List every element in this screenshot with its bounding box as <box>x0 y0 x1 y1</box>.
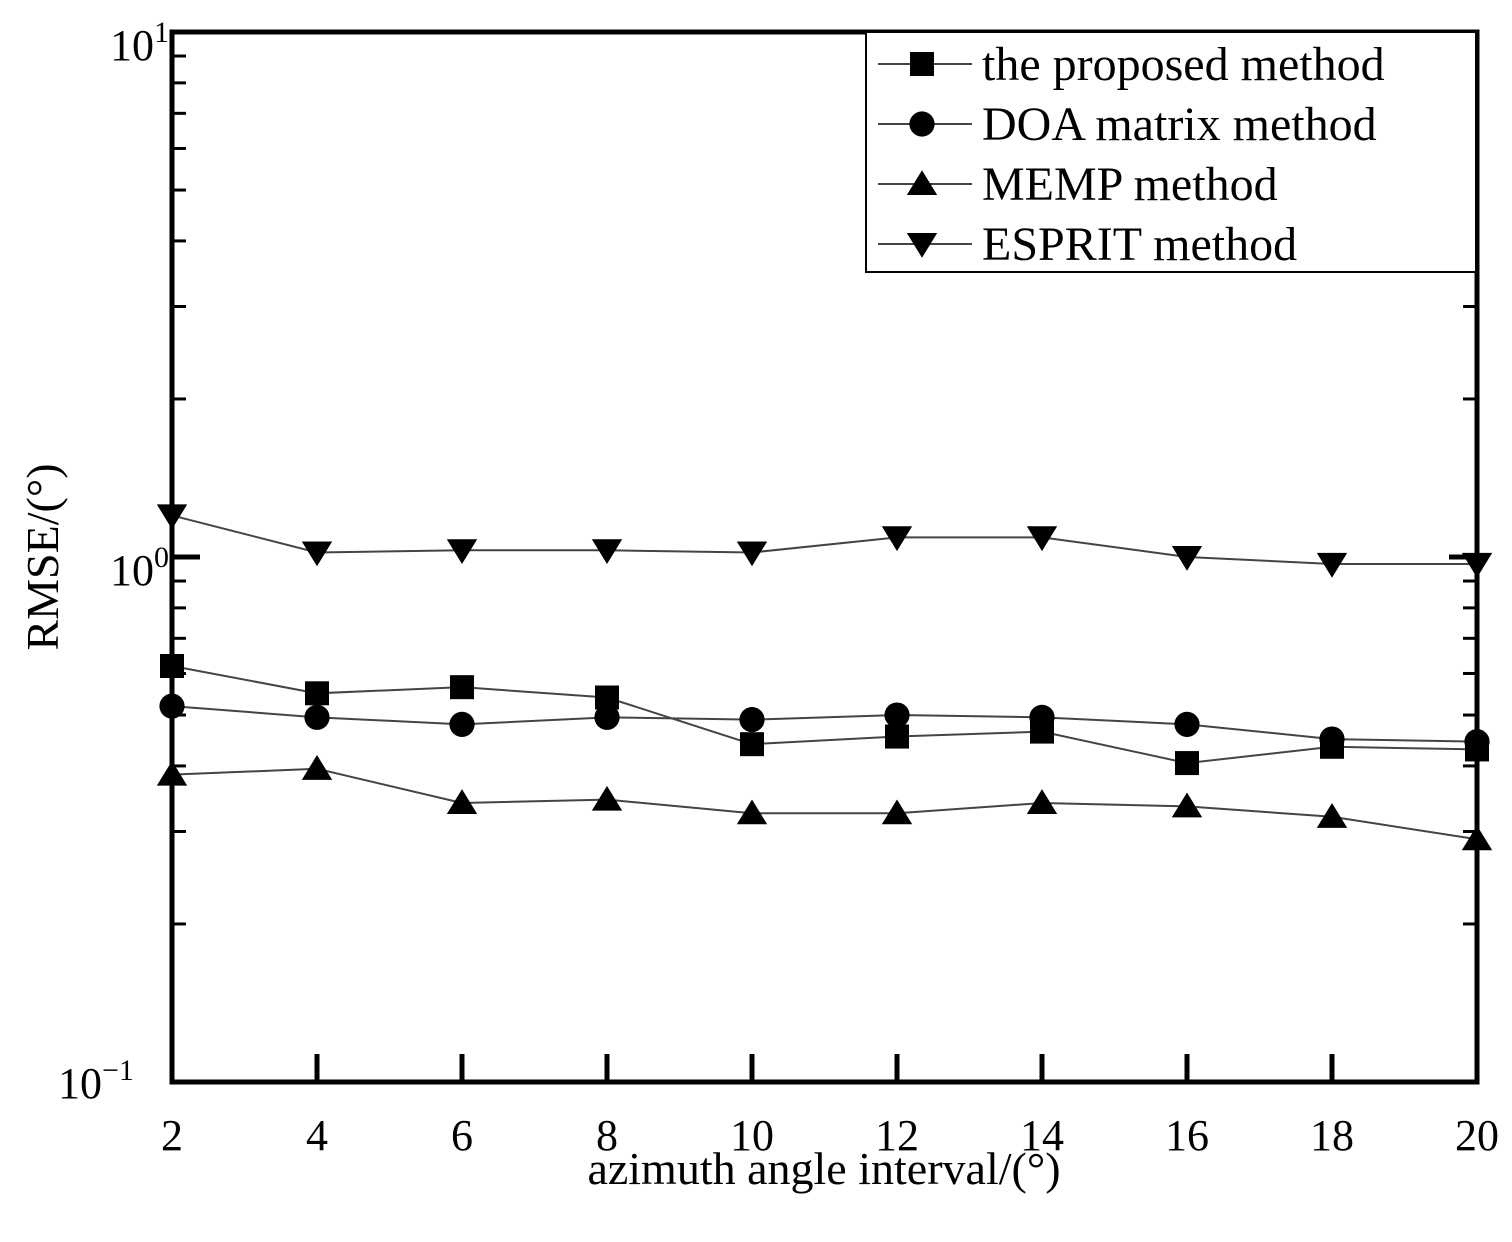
data-point-circle <box>1029 704 1055 730</box>
series-square <box>160 653 1489 776</box>
y-tick-exp: 0 <box>154 541 169 574</box>
x-tick-label: 20 <box>1455 1111 1499 1160</box>
y-tick-exp: 1 <box>154 16 169 49</box>
x-tick-label: 12 <box>875 1111 919 1160</box>
plot-frame <box>169 29 1480 1085</box>
legend-items: the proposed method DOA matrix method MEMP… <box>878 38 1385 271</box>
legend-item: ESPRIT method <box>878 218 1297 271</box>
y-axis-title: RMSE/(°) <box>17 463 68 650</box>
x-tick-label: 14 <box>1020 1111 1064 1160</box>
legend-label: DOA matrix method <box>982 98 1377 151</box>
y-tick-base: 10 <box>110 21 154 70</box>
data-point-square <box>885 724 909 749</box>
data-point-triangle-down <box>736 541 768 567</box>
y-tick-label-top: 101 <box>110 16 169 70</box>
series-circle <box>159 693 1490 755</box>
series-line <box>171 705 1478 743</box>
legend-label: MEMP method <box>982 158 1278 211</box>
series-line <box>171 514 1477 565</box>
legend-box <box>865 31 1477 273</box>
data-point-circle <box>884 702 910 728</box>
series-line <box>171 665 1478 765</box>
series-triangle-up <box>156 754 1493 851</box>
data-point-triangle-up <box>1316 802 1348 828</box>
data-point-square <box>910 52 934 76</box>
data-point-triangle-down <box>1316 552 1348 578</box>
y-tick-exp: −1 <box>102 1054 134 1087</box>
x-tick-label: 10 <box>730 1111 774 1160</box>
data-point-triangle-up <box>591 785 623 811</box>
x-tick-label: 18 <box>1310 1111 1354 1160</box>
data-point-triangle-up <box>906 170 938 196</box>
data-point-circle <box>739 707 765 733</box>
data-point-square <box>305 681 329 706</box>
data-point-triangle-down <box>1171 545 1203 571</box>
y-tick-label-mid: 100 <box>110 541 169 595</box>
x-tick-label: 2 <box>161 1111 183 1160</box>
data-point-square <box>1175 751 1199 776</box>
legend-item: the proposed method <box>878 38 1385 91</box>
data-point-circle <box>1319 726 1345 752</box>
series-layer <box>156 504 1493 851</box>
x-tick-labels: 2 4 6 8 10 12 14 16 18 20 <box>161 1111 1499 1160</box>
x-tick-label: 6 <box>451 1111 473 1160</box>
data-point-triangle-up <box>736 799 768 825</box>
data-point-triangle-up <box>446 789 478 815</box>
data-point-triangle-down <box>446 539 478 565</box>
legend: the proposed method DOA matrix method MEMP… <box>865 31 1477 273</box>
x-tick-label: 8 <box>596 1111 618 1160</box>
data-point-triangle-up <box>301 754 333 780</box>
data-point-triangle-down <box>301 541 333 567</box>
data-point-triangle-up <box>1171 792 1203 818</box>
x-axis-title: azimuth angle interval/(°) <box>587 1143 1060 1194</box>
data-point-triangle-down <box>881 526 913 552</box>
data-point-circle <box>1174 711 1200 737</box>
legend-item: MEMP method <box>878 158 1278 211</box>
y-tick-base: 10 <box>110 546 154 595</box>
data-point-triangle-down <box>1026 526 1058 552</box>
x-tick-label: 4 <box>306 1111 328 1160</box>
legend-item: DOA matrix method <box>878 98 1377 151</box>
data-point-circle <box>304 704 330 730</box>
legend-label: ESPRIT method <box>982 218 1297 271</box>
data-point-triangle-down <box>906 232 938 258</box>
series-line <box>171 767 1478 841</box>
y-tick-label-bottom: 10−1 <box>58 1054 134 1108</box>
data-point-triangle-up <box>1026 789 1058 815</box>
data-point-triangle-up <box>881 799 913 825</box>
x-tick-label: 16 <box>1165 1111 1209 1160</box>
y-tick-base: 10 <box>58 1059 102 1108</box>
data-point-circle <box>594 704 620 730</box>
data-point-circle <box>909 111 935 137</box>
data-point-square <box>450 675 474 700</box>
data-point-circle <box>449 711 475 737</box>
data-point-triangle-down <box>591 539 623 565</box>
legend-label: the proposed method <box>982 38 1385 91</box>
series-triangle-down <box>156 504 1493 578</box>
data-point-square <box>740 732 764 757</box>
